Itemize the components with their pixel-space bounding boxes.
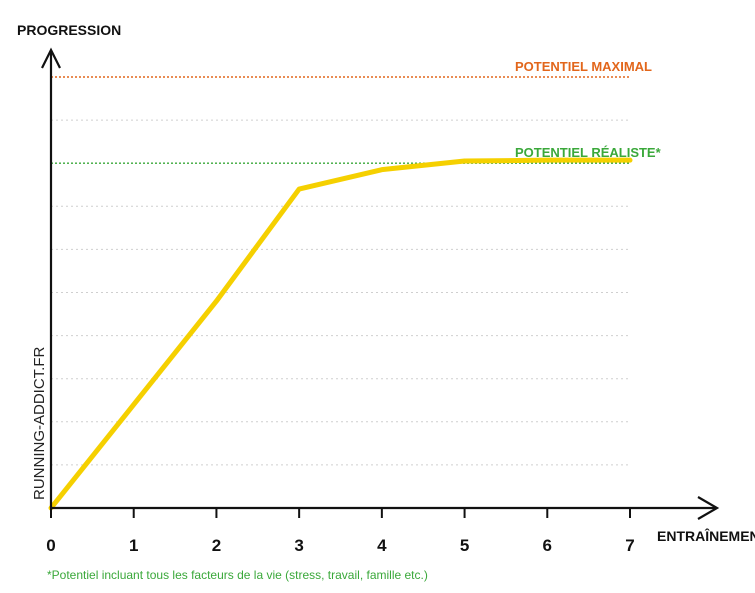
x-ticks: 0 1 2 3 4 5 6 7	[46, 508, 635, 555]
watermark-text: RUNNING-ADDICT.FR	[31, 347, 48, 500]
x-tick-label: 6	[543, 536, 552, 555]
x-tick-label: 0	[46, 536, 55, 555]
series-line	[48, 157, 633, 511]
reference-lines: POTENTIEL MAXIMAL POTENTIEL RÉALISTE*	[51, 59, 662, 164]
series	[48, 157, 633, 511]
y-axis-label: PROGRESSION	[17, 22, 121, 38]
grid-lines	[51, 119, 630, 466]
x-tick-label: 1	[129, 536, 138, 555]
reference-line-label: POTENTIEL RÉALISTE*	[515, 145, 662, 160]
x-tick-label: 2	[212, 536, 221, 555]
footnote: *Potentiel incluant tous les facteurs de…	[47, 568, 428, 582]
reference-line-label: POTENTIEL MAXIMAL	[515, 59, 652, 74]
x-tick-label: 5	[460, 536, 469, 555]
y-axis-arrow	[41, 47, 61, 69]
x-axis-arrow	[697, 496, 720, 520]
x-tick-label: 7	[625, 536, 634, 555]
x-tick-label: 4	[377, 536, 387, 555]
x-axis-label: ENTRAÎNEMENT	[657, 527, 755, 544]
x-tick-label: 3	[294, 536, 303, 555]
